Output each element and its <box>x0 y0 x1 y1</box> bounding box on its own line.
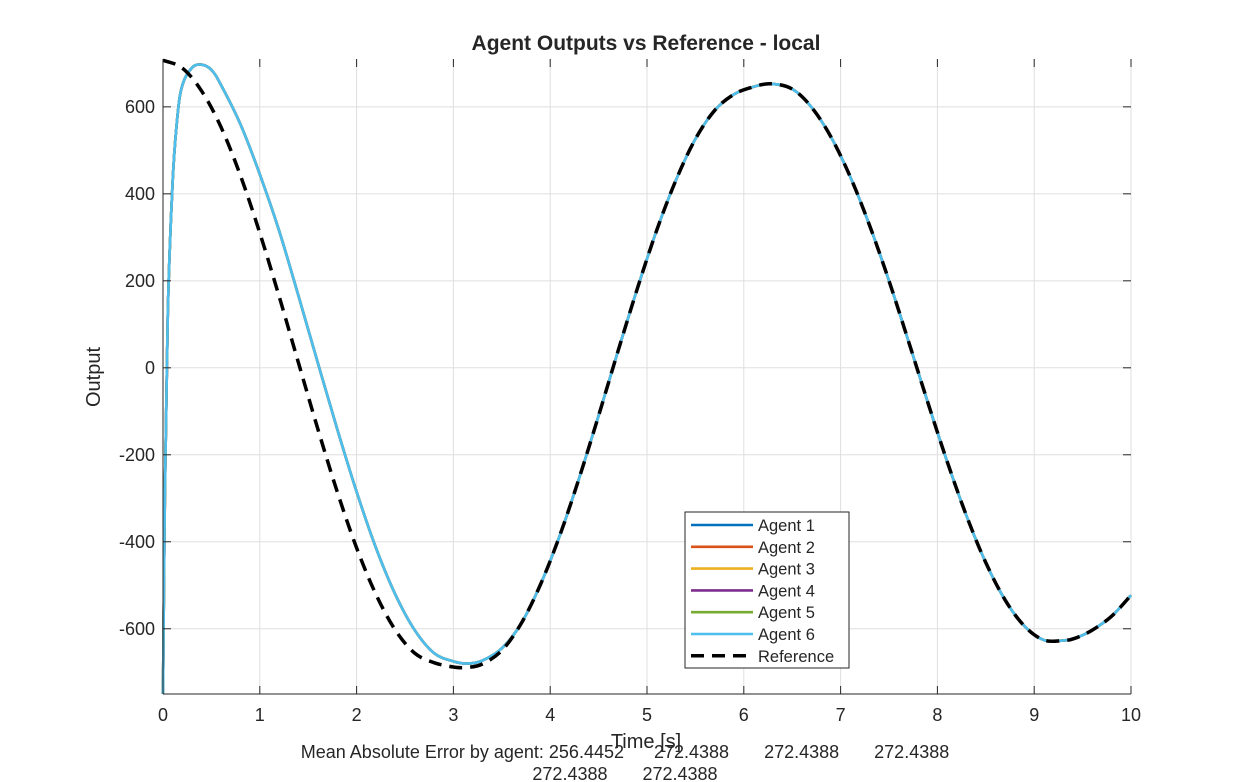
x-tick-label-10: 10 <box>1121 705 1141 725</box>
legend-entry-2[interactable]: Agent 2 <box>691 539 815 557</box>
legend-entry-5[interactable]: Agent 5 <box>691 604 815 622</box>
legend-entries: Agent 1 Agent 2 Agent 3 Agent 4 Agent 5 Agent… <box>691 517 834 666</box>
x-tick-label-3: 3 <box>448 705 458 725</box>
series-lines <box>161 58 1133 695</box>
legend-entry-1[interactable]: Agent 1 <box>691 517 815 535</box>
x-axis-label: Time [s] <box>611 731 681 753</box>
legend-label-2: Agent 2 <box>758 539 815 557</box>
y-tick-label-2: -200 <box>119 445 155 465</box>
x-tick-label-9: 9 <box>1029 705 1039 725</box>
legend-label-6: Agent 6 <box>758 626 815 644</box>
legend-label-1: Agent 1 <box>758 517 815 535</box>
legend-entry-4[interactable]: Agent 4 <box>691 582 815 600</box>
series-line-reference <box>162 58 1133 670</box>
x-tick-label-6: 6 <box>739 705 749 725</box>
tick-labels: 0 1 2 3 4 5 6 7 8 9 10 -600 -400 -200 0 200 400 600 <box>119 97 1141 725</box>
y-tick-label-6: 600 <box>125 97 155 117</box>
legend[interactable]: Agent 1 Agent 2 Agent 3 Agent 4 Agent 5 Agent… <box>684 511 850 669</box>
x-tick-label-1: 1 <box>255 705 265 725</box>
chart-title: Agent Outputs vs Reference - local <box>472 32 821 55</box>
x-tick-label-5: 5 <box>642 705 652 725</box>
y-axis-label: Output <box>83 347 105 407</box>
legend-label-7: Reference <box>758 648 834 666</box>
x-tick-label-2: 2 <box>352 705 362 725</box>
x-tick-label-4: 4 <box>545 705 555 725</box>
legend-entry-6[interactable]: Agent 6 <box>691 626 815 644</box>
mae-annotation-line-1: Mean Absolute Error by agent: 256.4452 2… <box>301 742 949 762</box>
y-tick-label-0: -600 <box>119 619 155 639</box>
y-tick-label-5: 400 <box>125 184 155 204</box>
x-tick-label-0: 0 <box>158 705 168 725</box>
axes <box>162 59 1132 695</box>
legend-label-3: Agent 3 <box>758 561 815 579</box>
legend-entry-3[interactable]: Agent 3 <box>691 561 815 579</box>
y-tick-label-4: 200 <box>125 271 155 291</box>
legend-entry-7[interactable]: Reference <box>691 648 834 666</box>
legend-label-5: Agent 5 <box>758 604 815 622</box>
y-tick-label-3: 0 <box>145 358 155 378</box>
y-tick-label-1: -400 <box>119 532 155 552</box>
x-tick-label-7: 7 <box>836 705 846 725</box>
mae-annotation-line-2: 272.4388 272.4388 <box>532 764 717 782</box>
legend-label-4: Agent 4 <box>758 582 815 600</box>
x-tick-label-8: 8 <box>932 705 942 725</box>
